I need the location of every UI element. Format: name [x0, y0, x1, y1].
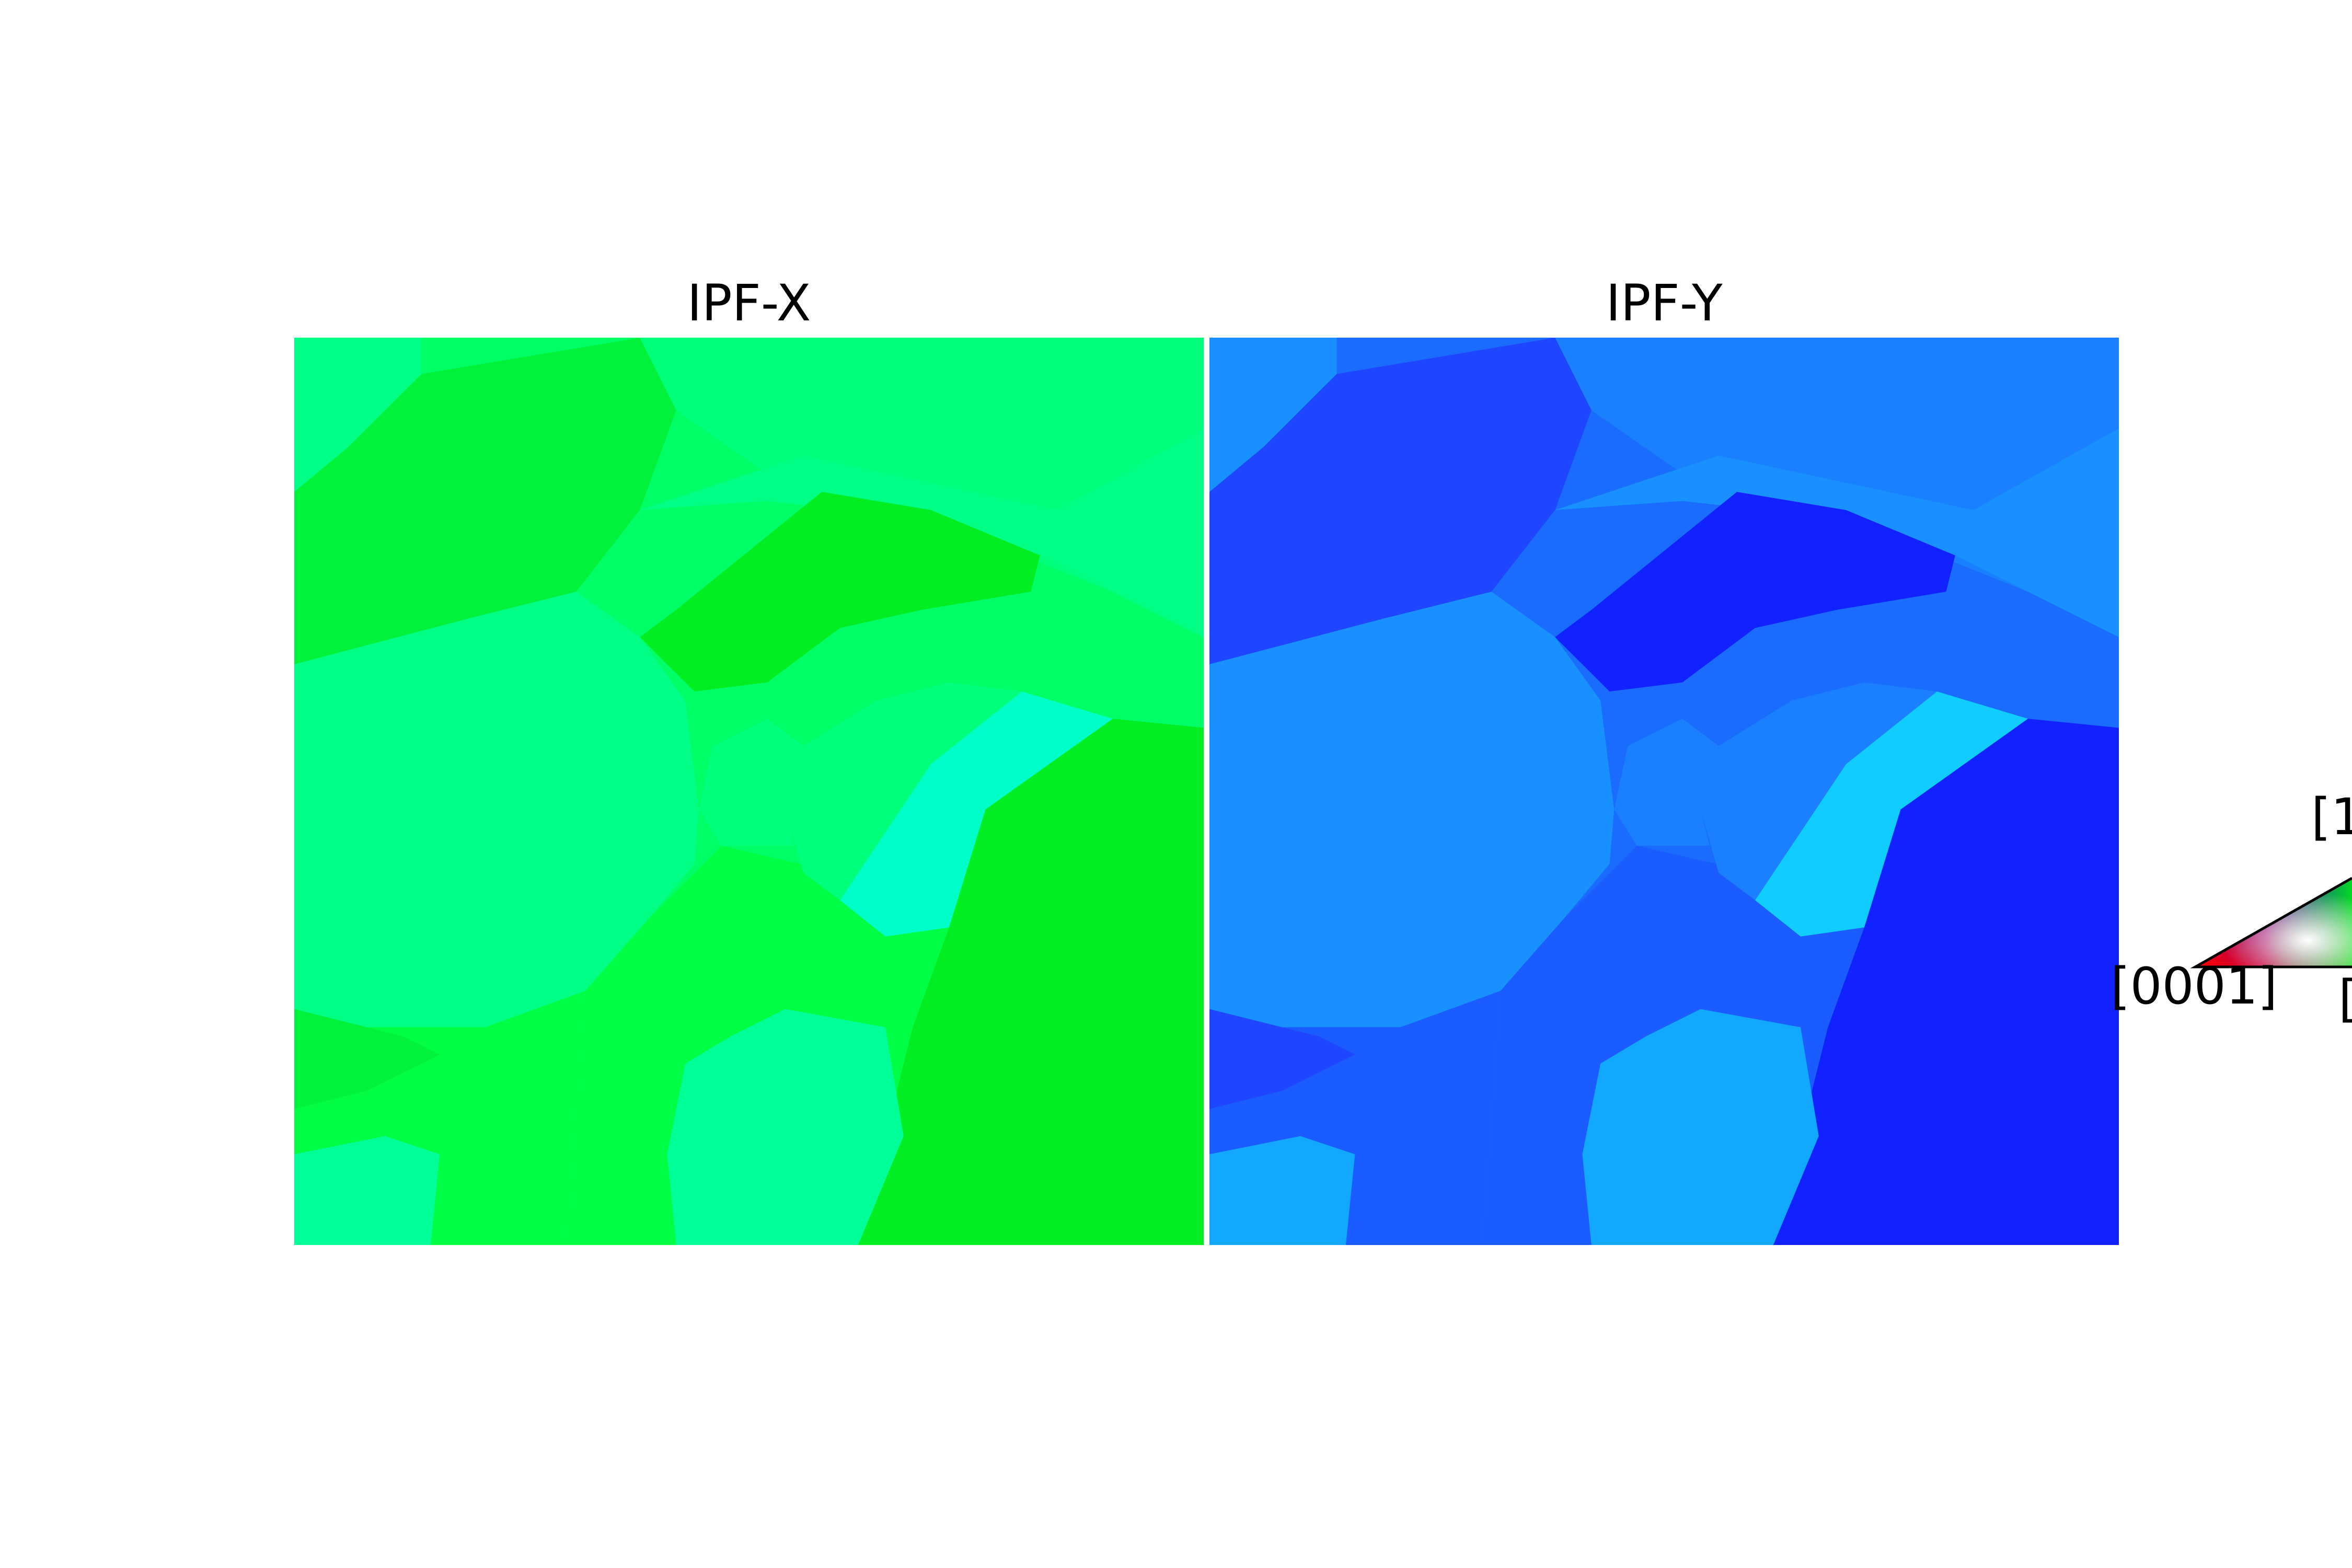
ipf-x-grain-map: [294, 338, 1204, 1245]
ipf-y-map: [1209, 338, 2119, 1245]
color-key-label-top: [1: [2311, 788, 2352, 846]
ipf-y-grain-map: [1209, 338, 2119, 1245]
color-key-label-0001: [0001]: [2111, 957, 2278, 1016]
ipf-x-title: IPF-X: [687, 274, 811, 332]
ipf-color-key: [0001] [1 [: [2111, 784, 2352, 1035]
color-key-triangle: [2190, 877, 2352, 969]
ipf-y-title: IPF-Y: [1606, 274, 1723, 332]
color-key-label-bottom: [: [2338, 970, 2352, 1028]
ipf-x-map: [294, 338, 1204, 1245]
